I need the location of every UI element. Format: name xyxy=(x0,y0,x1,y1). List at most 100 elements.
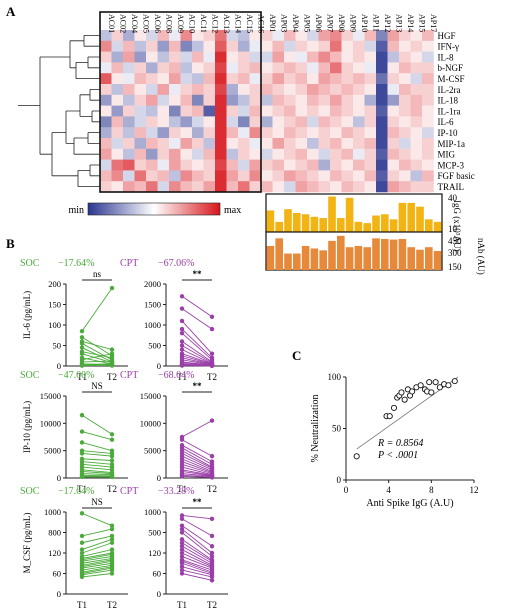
heatmap-cell xyxy=(238,30,250,42)
nab-bar xyxy=(381,238,389,270)
soc-pair-line xyxy=(81,442,113,452)
heatmap-cell xyxy=(180,148,193,160)
scatter-y-tick-label: 100 xyxy=(328,372,342,382)
heatmap-cell xyxy=(157,94,170,106)
igg-bar xyxy=(310,216,319,232)
igg-ylabel: IgG (x10³AU) xyxy=(452,200,462,251)
igg-bar xyxy=(354,221,363,232)
heatmap-cell xyxy=(330,94,342,106)
cpt-point-t1 xyxy=(179,306,185,311)
igg-bar xyxy=(416,206,424,232)
soc-pair-line xyxy=(81,538,113,551)
heatmap-cell xyxy=(307,30,319,42)
heatmap-cell xyxy=(353,94,365,106)
nab-bar-chart xyxy=(265,231,443,271)
heatmap-cell xyxy=(100,148,112,160)
heatmap-cell xyxy=(111,105,124,117)
cpt-significance: ** xyxy=(193,269,203,279)
heatmap-cell xyxy=(203,116,216,128)
soc-y-tick-label: 200 xyxy=(48,279,61,289)
igg-tick-10: 10 xyxy=(448,224,458,234)
heatmap-cell xyxy=(364,73,377,85)
heatmap-cell xyxy=(284,84,296,96)
heatmap-cell xyxy=(307,40,319,52)
heatmap-cell xyxy=(399,40,411,52)
heatmap-cell xyxy=(387,148,400,160)
heatmap-cell xyxy=(364,30,377,42)
igg-bar xyxy=(266,210,275,232)
heatmap-cell xyxy=(399,148,411,160)
heatmap-cell xyxy=(387,40,400,52)
soc-pair-line xyxy=(81,340,113,351)
heatmap-cell xyxy=(422,105,434,117)
heatmap-cell xyxy=(100,62,112,74)
heatmap-cell xyxy=(318,138,331,150)
heatmap-cell xyxy=(226,138,239,150)
heatmap-row-label: TRAIL xyxy=(438,182,465,192)
heatmap-cell xyxy=(307,62,319,74)
heatmap-col-label: AC01 xyxy=(107,14,116,33)
heatmap-cell xyxy=(134,127,147,139)
heatmap-cell xyxy=(376,94,388,106)
heatmap-cell xyxy=(318,40,331,52)
heatmap-cell xyxy=(307,138,319,150)
heatmap-cell xyxy=(111,62,124,74)
soc-pair-line xyxy=(81,567,113,574)
cpt-point-t2 xyxy=(209,418,215,423)
heatmap-cell xyxy=(399,105,411,117)
heatmap-cell xyxy=(295,148,308,160)
heatmap-cell xyxy=(353,84,365,96)
heatmap-cell xyxy=(410,105,423,117)
soc-pair-line xyxy=(81,560,113,568)
heatmap-col-label: AP15 xyxy=(417,14,426,32)
heatmap-cell xyxy=(146,30,158,42)
heatmap-cell xyxy=(192,181,204,193)
heatmap-cell xyxy=(272,84,285,96)
heatmap-row-label: IP-10 xyxy=(438,128,458,138)
heatmap-cell xyxy=(353,62,365,74)
heatmap-cell xyxy=(387,116,400,128)
heatmap-cell xyxy=(341,73,354,85)
soc-point-t1 xyxy=(79,429,85,434)
soc-pair-line xyxy=(81,555,113,562)
heatmap-cell xyxy=(100,51,112,63)
heatmap-cell xyxy=(318,94,331,106)
heatmap-cell xyxy=(169,51,181,63)
heatmap-cell xyxy=(295,138,308,150)
heatmap-cell xyxy=(134,159,147,171)
cpt-pair-line xyxy=(181,328,213,359)
heatmap-cell xyxy=(376,84,388,96)
heatmap-cell xyxy=(146,105,158,117)
cpt-point-t1 xyxy=(179,530,185,535)
cpt-point-t1 xyxy=(179,294,185,299)
heatmap-cell xyxy=(307,127,319,139)
heatmap-cell xyxy=(238,73,250,85)
heatmap-cell xyxy=(410,30,423,42)
heatmap-cell xyxy=(341,30,354,42)
heatmap-cell xyxy=(422,40,434,52)
heatmap-cell xyxy=(330,116,342,128)
soc-pair-line xyxy=(81,566,113,573)
soc-pair-line xyxy=(81,466,113,471)
soc-pair-line xyxy=(81,360,113,363)
scatter-point xyxy=(426,379,433,386)
heatmap-cell xyxy=(192,148,204,160)
scatter-point xyxy=(386,413,393,420)
heatmap-cell xyxy=(157,30,170,42)
cpt-pair-line xyxy=(181,569,213,578)
heatmap-cell xyxy=(364,105,377,117)
heatmap-cell xyxy=(157,73,170,85)
cpt-pair-line xyxy=(181,461,213,473)
heatmap-cell xyxy=(249,30,262,42)
heatmap-cell xyxy=(272,73,285,85)
nab-ylabel: nAb (AU) xyxy=(476,238,486,275)
cpt-point-t2 xyxy=(209,475,215,480)
heatmap-cell xyxy=(341,94,354,106)
soc-point-t1 xyxy=(79,328,85,334)
heatmap-cell xyxy=(307,84,319,96)
nab-bar xyxy=(266,245,275,270)
heatmap-cell xyxy=(123,159,135,171)
heatmap-cell xyxy=(192,116,204,128)
heatmap-cell xyxy=(272,116,285,128)
